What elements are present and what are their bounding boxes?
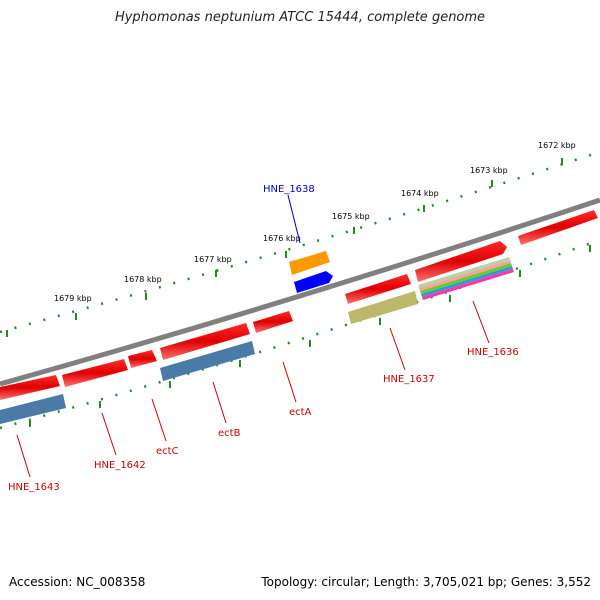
scale-label: 1675 kbp bbox=[332, 212, 370, 221]
gene-bar[interactable] bbox=[160, 341, 255, 381]
outer-scale bbox=[0, 150, 600, 337]
leader-line bbox=[212, 381, 227, 424]
genome-backbone bbox=[0, 197, 600, 387]
trna-feature[interactable] bbox=[289, 251, 330, 275]
accession-text: Accession: NC_008358 bbox=[9, 575, 146, 589]
gene-label-hne-1637[interactable]: HNE_1637 bbox=[383, 374, 435, 385]
feature-stack bbox=[418, 257, 514, 300]
cds-arrow[interactable] bbox=[253, 311, 293, 333]
gene-label-hne-1638[interactable]: HNE_1638 bbox=[263, 184, 315, 195]
cds-features bbox=[0, 210, 598, 400]
scale-labels: 1672 kbp 1673 kbp 1674 kbp 1675 kbp 1676… bbox=[54, 141, 576, 303]
leader-line bbox=[287, 194, 301, 244]
gene-label-ectc[interactable]: ectC bbox=[156, 446, 179, 457]
map-title: Hyphomonas neptunium ATCC 15444, complet… bbox=[114, 10, 486, 25]
cds-arrow[interactable] bbox=[518, 210, 598, 245]
leader-line bbox=[472, 300, 490, 344]
cds-arrow[interactable] bbox=[415, 241, 507, 282]
scale-label: 1678 kbp bbox=[124, 275, 162, 284]
gene-label-hne-1643[interactable]: HNE_1643 bbox=[8, 482, 60, 493]
gene-labels: HNE_1638 HNE_1636 HNE_1637 ectA ectB ect… bbox=[8, 184, 519, 493]
blue-feature[interactable] bbox=[294, 271, 333, 293]
scale-label: 1672 kbp bbox=[538, 141, 576, 150]
genome-stats-text: Topology: circular; Length: 3,705,021 bp… bbox=[261, 575, 591, 589]
scale-label: 1679 kbp bbox=[54, 294, 92, 303]
gene-bar[interactable] bbox=[0, 394, 66, 424]
leader-line bbox=[389, 327, 406, 371]
gene-label-ectb[interactable]: ectB bbox=[218, 428, 241, 439]
cds-arrow[interactable] bbox=[345, 274, 411, 304]
gene-bar-olive[interactable] bbox=[348, 291, 418, 324]
feature-bar[interactable] bbox=[422, 269, 514, 300]
leader-line bbox=[16, 434, 31, 478]
gene-label-ecta[interactable]: ectA bbox=[289, 407, 312, 418]
gene-features bbox=[0, 341, 255, 424]
gene-label-hne-1642[interactable]: HNE_1642 bbox=[94, 460, 146, 471]
cds-arrow[interactable] bbox=[0, 375, 60, 400]
scale-label: 1673 kbp bbox=[470, 166, 508, 175]
scale-label: 1676 kbp bbox=[263, 234, 301, 243]
leader-line bbox=[101, 412, 117, 456]
label-leaders bbox=[16, 194, 490, 478]
feature-bar[interactable] bbox=[418, 257, 510, 288]
leader-line bbox=[282, 361, 297, 403]
cds-arrow[interactable] bbox=[62, 359, 128, 387]
cds-arrow[interactable] bbox=[128, 350, 157, 368]
scale-label: 1677 kbp bbox=[194, 255, 232, 264]
feature-bar[interactable] bbox=[421, 266, 513, 297]
gene-label-hne-1636[interactable]: HNE_1636 bbox=[467, 347, 519, 358]
inner-scale bbox=[0, 238, 600, 430]
scale-label: 1674 kbp bbox=[401, 189, 439, 198]
cds-arrow[interactable] bbox=[160, 323, 250, 360]
feature-bar[interactable] bbox=[419, 260, 511, 291]
leader-line bbox=[151, 398, 167, 442]
feature-bar[interactable] bbox=[420, 263, 512, 294]
